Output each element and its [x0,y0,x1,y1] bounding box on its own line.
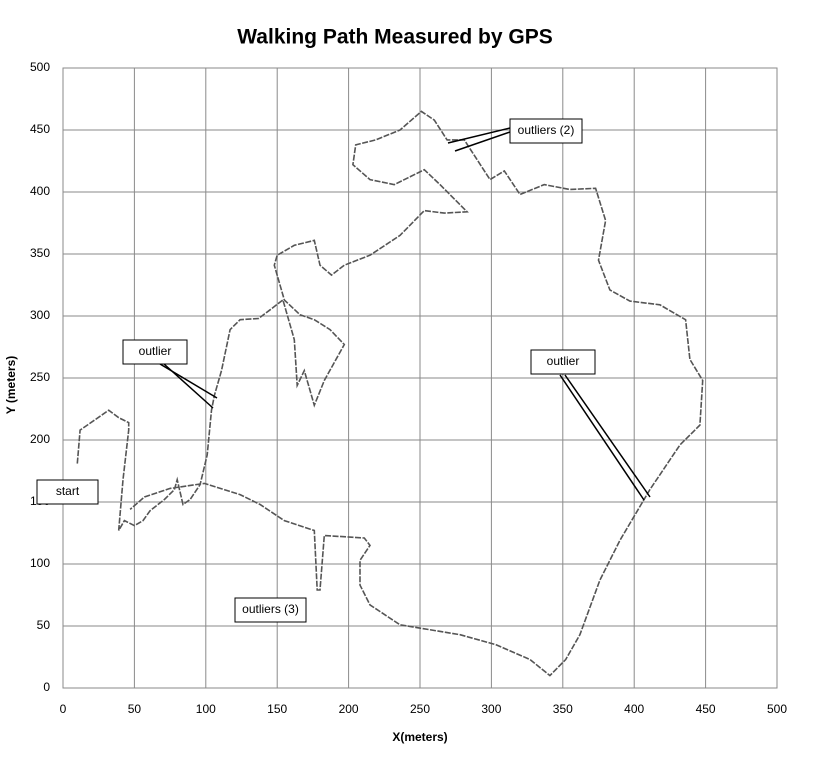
annotation-box [234,597,307,623]
y-tick-label: 350 [30,246,50,260]
x-tick-label: 250 [410,702,430,716]
annotation-box [509,118,583,144]
x-tick-label: 200 [339,702,359,716]
annotation-box [530,349,596,375]
x-tick-label: 350 [553,702,573,716]
y-tick-label: 200 [30,432,50,446]
x-tick-label: 400 [624,702,644,716]
y-tick-label: 50 [37,618,51,632]
annotation: outliers (2) [518,123,575,137]
chart-title: Walking Path Measured by GPS [237,26,552,49]
y-tick-label: 250 [30,370,50,384]
annotation: outlier [139,344,172,358]
path-line [76,110,704,677]
x-tick-label: 150 [267,702,287,716]
x-tick-label: 50 [128,702,142,716]
annotation-leader [447,127,511,144]
y-tick-label: 450 [30,122,50,136]
y-tick-label: 400 [30,184,50,198]
y-tick-label: 100 [30,556,50,570]
annotation: start [56,484,80,498]
y-axis-label: Y (meters) [4,356,18,414]
x-axis-label: X(meters) [392,730,447,744]
x-tick-label: 300 [481,702,501,716]
x-tick-label: 0 [60,702,67,716]
annotation-leader [163,363,214,409]
x-tick-label: 500 [767,702,787,716]
plot-frame [62,67,778,689]
x-tick-label: 100 [196,702,216,716]
y-tick-label: 500 [30,60,50,74]
annotation: outliers (3) [242,602,299,616]
x-tick-label: 450 [696,702,716,716]
annotation-leader [454,131,511,152]
annotation-box [36,479,99,505]
y-tick-label: 0 [43,680,50,694]
annotation-leader [159,363,218,399]
y-tick-label: 300 [30,308,50,322]
annotation-leader [559,374,645,501]
annotation: outlier [547,354,580,368]
annotation-leader [564,374,651,498]
annotation-box [122,339,188,365]
